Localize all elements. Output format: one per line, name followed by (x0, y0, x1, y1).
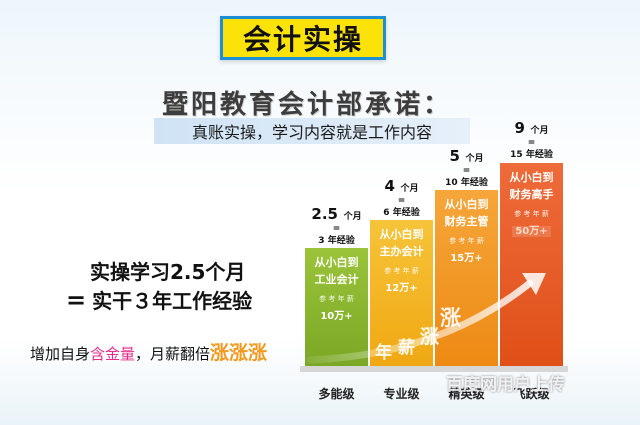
exp-years: 15 年经验 (510, 150, 553, 160)
exp-unit: 个月 (343, 212, 362, 222)
exp-num: 4 (384, 177, 395, 195)
page-title: 会计实操 (242, 23, 363, 56)
experience-label-2: 4 个月 = 6 年经验 (370, 177, 433, 219)
promo-line-3-b: ，月薪翻倍 (135, 345, 211, 363)
arrow-text-1: 年 (375, 343, 392, 363)
bar-desc-line1: 从小白到 (379, 228, 424, 241)
salary-value: 15万+ (450, 253, 483, 264)
level-bar-1: 从小白到工业会计 参 考 年 薪 10万+ (305, 248, 368, 366)
watermark: 百度网用户上传 (446, 375, 565, 395)
experience-label-4: 9 个月 = 15 年经验 (500, 119, 563, 161)
level-label-4: 飞跃级 (513, 387, 550, 401)
salary-value: 50万+ (512, 226, 551, 237)
exp-unit: 个月 (400, 184, 419, 194)
promo-line-3-a: 增加自身 (30, 345, 91, 363)
exp-num: 9 (514, 119, 525, 137)
tagline-box: 真账实操，学习内容就是工作内容 (154, 118, 470, 144)
promo-highlight: 含金量 (90, 345, 136, 363)
reference-salary-label: 参 考 年 薪 (319, 295, 354, 303)
level-label-1: 多能级 (318, 387, 355, 401)
experience-label-1: 2.5 个月 = 3 年经验 (305, 205, 368, 247)
exp-num: 2.5 (311, 205, 338, 223)
exp-unit: 个月 (465, 154, 484, 164)
bar-desc-line2: 工业会计 (314, 273, 359, 286)
tagline: 真账实操，学习内容就是工作内容 (191, 123, 432, 142)
growth-arrow-icon (306, 273, 546, 364)
experience-label-3: 5 个月 = 10 年经验 (435, 147, 498, 189)
promo-line-1: 实操学习2.5个月 (90, 260, 246, 284)
exp-eq: = (397, 196, 406, 206)
promo-line-3: 增加自身含金量，月薪翻倍涨涨涨 (30, 338, 267, 365)
exp-eq: = (332, 224, 341, 234)
bar-desc-line2: 主办会计 (379, 245, 424, 258)
exp-eq: = (527, 138, 536, 148)
promo-line-2: = 实干３年工作经验 (66, 285, 252, 314)
salary-value-wrap: 50万+ (500, 222, 563, 237)
bar-desc-line1: 从小白到 (314, 256, 359, 269)
promo-line-2-text: 实干３年工作经验 (92, 289, 253, 313)
reference-salary-label: 参 考 年 薪 (514, 210, 549, 218)
level-bar-4: 从小白到财务高手 参 考 年 薪 50万+ (500, 163, 563, 366)
bar-baseline (300, 366, 568, 372)
arrow-text-3: 涨 (420, 326, 440, 348)
exp-years: 3 年经验 (318, 236, 355, 246)
reference-salary-label: 参 考 年 薪 (449, 237, 484, 245)
exp-num: 5 (449, 147, 460, 165)
equals-sign: = (66, 286, 87, 314)
level-label-2: 专业级 (383, 387, 420, 401)
exp-years: 10 年经验 (445, 178, 488, 188)
bar-desc-line1: 从小白到 (509, 171, 554, 184)
exp-eq: = (462, 166, 471, 176)
subtitle: 暨阳教育会计部承诺： (162, 90, 453, 120)
bar-desc: 从小白到 工业会计 (305, 254, 368, 288)
promo-big-text: 涨涨涨 (210, 342, 268, 364)
reference-salary-label: 参 考 年 薪 (384, 267, 419, 275)
bar-desc-line1: 从小白到 (444, 198, 489, 211)
arrow-text-4: 涨 (440, 306, 461, 330)
level-label-3: 精英级 (448, 387, 485, 401)
bar-desc-line2: 财务高手 (509, 188, 554, 201)
bar-desc: 从小白到 财务高手 (500, 169, 563, 203)
exp-years: 6 年经验 (383, 208, 420, 218)
level-bar-3: 从小白到财务主管 参 考 年 薪 15万+ (435, 190, 498, 366)
salary-value: 12万+ (385, 283, 418, 294)
exp-unit: 个月 (530, 126, 549, 136)
bar-desc: 从小白到 主办会计 (370, 226, 433, 260)
arrow-text-2: 薪 (398, 338, 415, 358)
bar-desc: 从小白到 财务主管 (435, 196, 498, 230)
bar-desc-line2: 财务主管 (444, 215, 489, 228)
title-banner: 会计实操 (220, 16, 386, 60)
salary-value: 10万+ (320, 311, 353, 322)
